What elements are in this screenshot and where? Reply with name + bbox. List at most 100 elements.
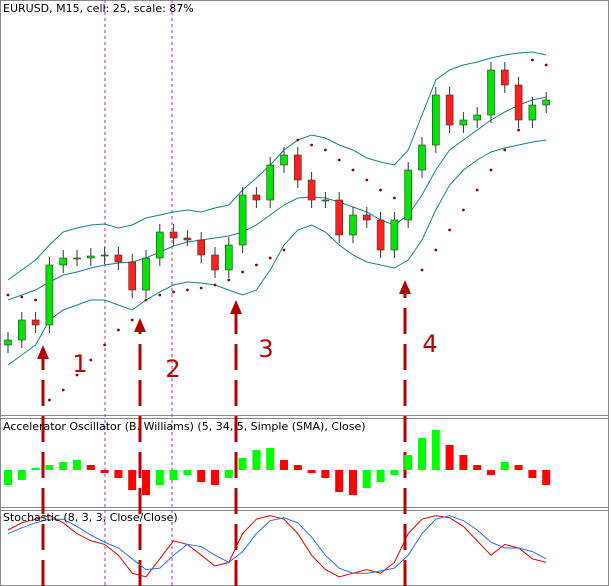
band-line bbox=[7, 96, 547, 301]
ac-bar bbox=[59, 462, 68, 470]
candle-body bbox=[4, 339, 12, 346]
sar-dot bbox=[213, 283, 217, 287]
sar-dot bbox=[462, 208, 465, 212]
sar-dot bbox=[130, 318, 134, 322]
band-line bbox=[7, 139, 547, 366]
ac-bar bbox=[459, 455, 468, 470]
main-title: EURUSD, M15, cell: 25, scale: 87% bbox=[3, 2, 194, 15]
band-line bbox=[7, 51, 547, 281]
ac-bar bbox=[335, 470, 344, 492]
annotation-label: 3 bbox=[258, 335, 273, 363]
ac-bar bbox=[252, 450, 261, 470]
candle-body bbox=[238, 194, 247, 246]
sar-dot bbox=[61, 388, 65, 392]
ac-bar bbox=[4, 470, 12, 485]
ac-title: Accelerator Oscillator (B. Williams) (5,… bbox=[3, 420, 366, 433]
sar-dot bbox=[199, 286, 203, 290]
sar-dot bbox=[75, 373, 79, 377]
ac-bar bbox=[528, 470, 537, 478]
candle-body bbox=[445, 94, 454, 126]
ac-bar bbox=[445, 445, 454, 470]
candle-body bbox=[280, 154, 288, 166]
candle-body bbox=[17, 319, 26, 341]
ac-bar bbox=[73, 460, 81, 470]
ac-bar bbox=[321, 470, 330, 478]
candle-body bbox=[211, 254, 219, 271]
ac-bar bbox=[349, 470, 357, 495]
ac-bar bbox=[266, 448, 275, 470]
sar-dot bbox=[255, 263, 258, 267]
candle-body bbox=[404, 169, 413, 221]
candle-body bbox=[459, 119, 468, 126]
ac-bar bbox=[473, 465, 482, 470]
sar-dot bbox=[241, 270, 245, 274]
candle-body bbox=[252, 194, 261, 201]
ac-bar bbox=[487, 470, 495, 475]
candle-body bbox=[542, 99, 551, 106]
annotation-arrowhead bbox=[399, 280, 411, 294]
candle-body bbox=[266, 164, 275, 201]
ac-bar bbox=[224, 470, 233, 478]
ac-bar bbox=[211, 470, 219, 485]
candle-body bbox=[114, 254, 123, 263]
plot-layer: 1 2 3 4 bbox=[4, 0, 551, 586]
ac-bar bbox=[307, 470, 316, 473]
sar-dot bbox=[103, 343, 106, 347]
sar-dot bbox=[282, 248, 286, 252]
ac-bar bbox=[431, 430, 440, 470]
candle-body bbox=[335, 199, 344, 236]
ac-bar bbox=[542, 470, 551, 485]
candle-body bbox=[390, 219, 399, 251]
sar-dot bbox=[6, 293, 10, 297]
sar-dot bbox=[117, 328, 120, 332]
stoch-line bbox=[7, 515, 547, 574]
candle-body bbox=[156, 231, 164, 259]
ac-bar bbox=[142, 470, 150, 495]
candle-body bbox=[225, 244, 233, 271]
candle-body bbox=[321, 199, 330, 202]
sar-dot bbox=[475, 188, 479, 192]
annotation-label: 2 bbox=[165, 355, 180, 383]
sar-dot bbox=[365, 178, 369, 182]
ac-bar bbox=[114, 470, 123, 478]
ac-bar bbox=[45, 465, 54, 470]
sar-dot bbox=[310, 143, 313, 147]
ac-bar bbox=[86, 465, 95, 470]
annotation-label: 1 bbox=[72, 350, 87, 378]
sar-dot bbox=[34, 298, 37, 302]
sar-dot bbox=[420, 268, 424, 272]
sar-dot bbox=[48, 398, 51, 402]
candle-body bbox=[100, 254, 109, 257]
sar-dot bbox=[227, 278, 231, 282]
ac-bar bbox=[128, 470, 137, 490]
candle-body bbox=[514, 84, 523, 121]
candle-body bbox=[197, 239, 205, 256]
candle-body bbox=[418, 144, 426, 171]
stoch-title: Stochastic (8, 3, 3, Close/Close) bbox=[3, 511, 178, 524]
ac-bar bbox=[17, 470, 26, 480]
sar-dot bbox=[296, 138, 300, 142]
ac-bar bbox=[183, 470, 192, 475]
ac-bar bbox=[418, 438, 426, 470]
candle-body bbox=[500, 69, 509, 86]
sar-dot bbox=[489, 168, 493, 172]
ac-bar bbox=[500, 462, 509, 470]
sar-dot bbox=[517, 128, 520, 132]
ac-bar bbox=[293, 465, 302, 470]
sar-dot bbox=[89, 358, 93, 362]
ac-bar bbox=[31, 468, 40, 470]
candle-body bbox=[45, 264, 54, 326]
sar-dot bbox=[144, 298, 148, 302]
candle-body bbox=[376, 219, 385, 251]
sar-dot bbox=[393, 196, 396, 200]
sar-dot bbox=[186, 288, 189, 292]
ac-bar bbox=[169, 470, 178, 480]
sar-dot bbox=[158, 293, 162, 297]
candle-body bbox=[528, 104, 537, 121]
candle-body bbox=[59, 257, 68, 266]
annotation-label: 4 bbox=[422, 330, 437, 358]
ac-bar bbox=[155, 470, 164, 485]
sar-dot bbox=[544, 63, 548, 67]
ac-bar bbox=[197, 470, 206, 482]
